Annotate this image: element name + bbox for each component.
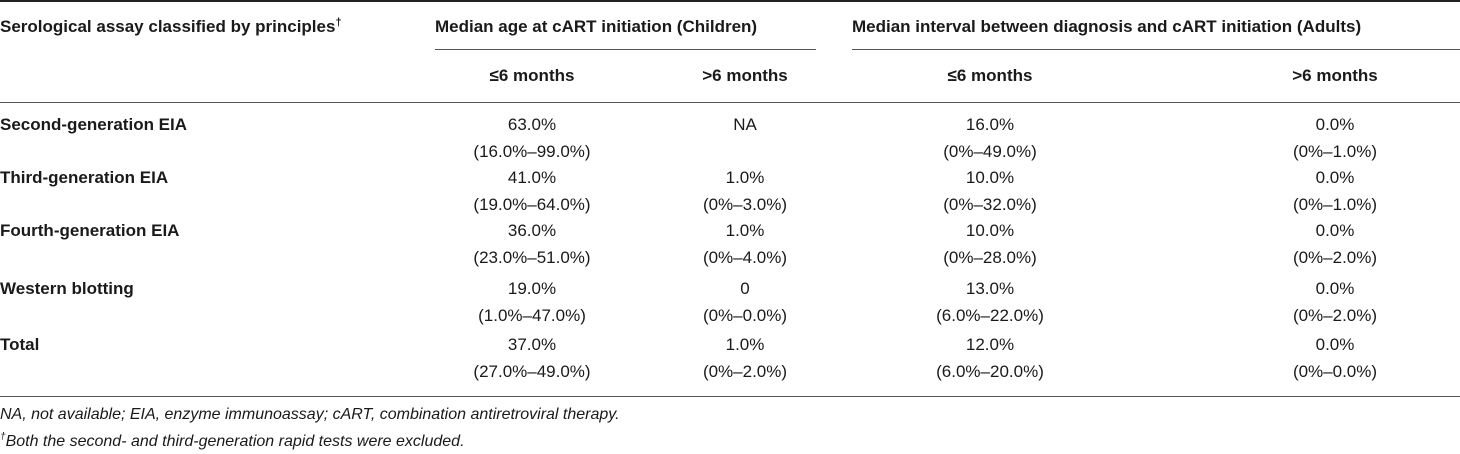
- cell-interval: (16.0%–99.0%): [473, 142, 591, 161]
- table-bottom-rule: [0, 396, 1460, 397]
- cell-value: 10.0%: [965, 221, 1015, 240]
- cell-value: 36.0%: [507, 221, 557, 240]
- cell-interval: (0%–4.0%): [702, 248, 788, 267]
- cell-value: 63.0%: [507, 115, 557, 134]
- subheader-children-le6: ≤6 months: [489, 66, 575, 85]
- cell-value: 13.0%: [965, 279, 1015, 298]
- cell-interval: (0%–2.0%): [1292, 306, 1378, 325]
- row-label: Second-generation EIA: [0, 115, 188, 134]
- cell-interval: (6.0%–22.0%): [936, 306, 1044, 325]
- row-label: Western blotting: [0, 279, 134, 298]
- footnote-dagger: †Both the second- and third-generation r…: [0, 431, 465, 450]
- cell-interval: (27.0%–49.0%): [473, 362, 591, 381]
- subheader-adults-le6: ≤6 months: [947, 66, 1033, 85]
- cell-interval: (0%–1.0%): [1292, 195, 1378, 214]
- subheader-children-gt6: >6 months: [702, 66, 788, 85]
- cell-interval: (0%–32.0%): [943, 195, 1037, 214]
- group-rule-adults: [852, 49, 1460, 50]
- cell-value: 1.0%: [725, 335, 765, 354]
- cell-value: 10.0%: [965, 168, 1015, 187]
- group-header-adults: Median interval between diagnosis and cA…: [852, 17, 1362, 36]
- table-top-rule: [0, 0, 1460, 2]
- cell-interval: (0%–28.0%): [943, 248, 1037, 267]
- cell-interval: (6.0%–20.0%): [936, 362, 1044, 381]
- column-header-assay: Serological assay classified by principl…: [0, 16, 342, 36]
- cell-value: 1.0%: [725, 168, 765, 187]
- cell-value: 0.0%: [1315, 115, 1355, 134]
- cell-interval: (23.0%–51.0%): [473, 248, 591, 267]
- cell-interval: (0%–1.0%): [1292, 142, 1378, 161]
- cell-value: 0.0%: [1315, 279, 1355, 298]
- cell-value: 0.0%: [1315, 221, 1355, 240]
- row-label: Total: [0, 335, 40, 354]
- cell-value: 19.0%: [507, 279, 557, 298]
- cell-interval: (1.0%–47.0%): [478, 306, 586, 325]
- cell-interval: (0%–2.0%): [1292, 248, 1378, 267]
- header-bottom-rule: [0, 102, 1460, 103]
- cell-interval: (0%–0.0%): [1292, 362, 1378, 381]
- cell-value: 0.0%: [1315, 335, 1355, 354]
- cell-interval: (0%–0.0%): [702, 306, 788, 325]
- group-header-children: Median age at cART initiation (Children): [435, 17, 758, 36]
- row-label: Third-generation EIA: [0, 168, 169, 187]
- cell-value: 16.0%: [965, 115, 1015, 134]
- cell-value: 1.0%: [725, 221, 765, 240]
- row-label: Fourth-generation EIA: [0, 221, 180, 240]
- cell-value: 37.0%: [507, 335, 557, 354]
- cell-interval: (0%–3.0%): [702, 195, 788, 214]
- subheader-adults-gt6: >6 months: [1292, 66, 1378, 85]
- cell-value: 41.0%: [507, 168, 557, 187]
- cell-value: 12.0%: [965, 335, 1015, 354]
- cell-interval: (19.0%–64.0%): [473, 195, 591, 214]
- cell-value: 0: [740, 279, 750, 298]
- cell-interval: (0%–2.0%): [702, 362, 788, 381]
- cell-value: NA: [733, 115, 757, 134]
- footnote-abbreviations: NA, not available; EIA, enzyme immunoass…: [0, 406, 620, 423]
- cell-value: 0.0%: [1315, 168, 1355, 187]
- group-rule-children: [435, 49, 816, 50]
- cell-interval: (0%–49.0%): [943, 142, 1037, 161]
